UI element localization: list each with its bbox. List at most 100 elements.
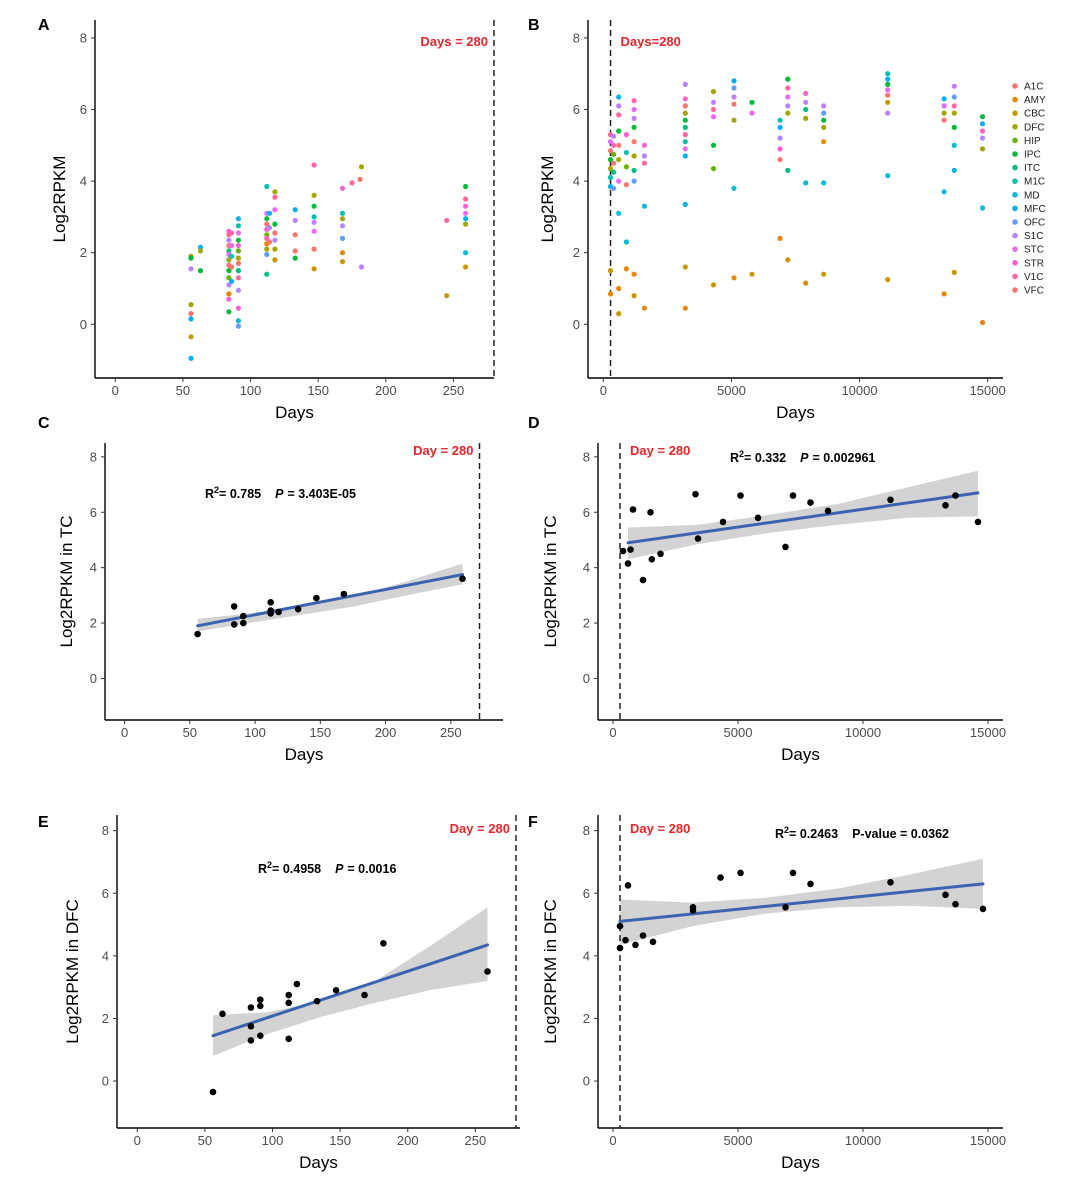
data-point xyxy=(267,607,275,614)
stat-annotation: R2= 0.2463 P-value = 0.0362 xyxy=(775,825,949,841)
data-point xyxy=(737,869,744,877)
data-point xyxy=(616,112,622,118)
x-tick-label: 15000 xyxy=(970,383,1006,398)
data-point xyxy=(235,248,241,254)
legend-label: STR xyxy=(1024,258,1044,269)
data-point xyxy=(782,543,789,551)
vline-label: Day = 280 xyxy=(413,443,473,458)
data-point xyxy=(682,305,688,311)
data-point xyxy=(623,132,630,138)
data-point xyxy=(219,1010,226,1018)
data-point xyxy=(266,210,273,216)
data-point xyxy=(692,490,699,498)
legend-marker xyxy=(1012,83,1018,89)
data-point xyxy=(821,180,827,186)
panel-label: F xyxy=(528,814,538,831)
data-point xyxy=(777,157,783,163)
y-axis-title: Log2RPKM in DFC xyxy=(541,899,560,1044)
data-point xyxy=(710,282,717,288)
p-value: P-value = 0.0362 xyxy=(852,827,949,841)
y-tick-label: 0 xyxy=(583,671,590,686)
x-tick-label: 250 xyxy=(443,383,465,398)
regression-line xyxy=(196,573,465,628)
y-tick-label: 8 xyxy=(102,823,109,838)
x-axis-title: Days xyxy=(781,745,820,764)
data-point xyxy=(226,237,232,243)
data-point xyxy=(292,248,298,254)
data-point xyxy=(188,302,194,308)
data-point xyxy=(257,1002,264,1010)
data-point xyxy=(623,239,630,245)
y-tick-label: 8 xyxy=(90,449,97,464)
data-point xyxy=(339,223,346,229)
data-point xyxy=(979,128,986,134)
data-point xyxy=(951,142,957,148)
y-tick-label: 2 xyxy=(102,1011,109,1026)
legend-label: A1C xyxy=(1024,82,1043,93)
data-point xyxy=(292,255,298,261)
data-point xyxy=(285,991,293,999)
data-point xyxy=(782,904,789,911)
data-point xyxy=(885,99,891,105)
data-point xyxy=(247,1004,255,1011)
x-tick-label: 0 xyxy=(121,725,128,740)
x-tick-label: 100 xyxy=(244,725,266,740)
data-point xyxy=(235,230,241,236)
data-point xyxy=(292,217,298,224)
data-point xyxy=(731,94,737,100)
x-tick-label: 50 xyxy=(198,1133,212,1148)
y-tick-label: 6 xyxy=(583,886,590,901)
legend-marker xyxy=(1012,205,1018,212)
legend-marker xyxy=(1012,260,1018,266)
data-point xyxy=(941,117,947,123)
panel-label: D xyxy=(528,415,540,432)
confidence-band xyxy=(197,563,463,632)
data-point xyxy=(731,101,737,107)
data-point xyxy=(226,275,232,281)
data-point xyxy=(607,157,614,163)
data-point xyxy=(463,250,469,256)
y-tick-label: 4 xyxy=(573,174,580,189)
y-axis-title: Log2RPKM in TC xyxy=(541,516,560,648)
data-point xyxy=(885,71,891,77)
data-point xyxy=(682,81,688,87)
data-point xyxy=(616,157,622,163)
x-tick-label: 15000 xyxy=(970,725,1006,740)
data-point xyxy=(463,221,469,227)
data-point xyxy=(979,121,986,127)
x-axis-title: Days xyxy=(781,1153,820,1172)
data-point xyxy=(339,259,346,265)
data-point xyxy=(749,99,755,105)
data-point xyxy=(710,166,717,172)
y-tick-label: 4 xyxy=(102,948,109,963)
y-tick-label: 0 xyxy=(90,671,97,686)
data-point xyxy=(294,605,302,613)
data-point xyxy=(622,936,629,944)
data-point xyxy=(616,94,622,100)
data-point xyxy=(694,535,702,542)
data-point xyxy=(235,318,241,324)
data-point xyxy=(266,239,273,245)
data-point xyxy=(619,547,627,555)
vline-label: Day = 280 xyxy=(630,443,690,458)
data-point xyxy=(607,166,614,172)
data-point xyxy=(197,248,204,254)
data-point xyxy=(803,280,809,286)
data-point xyxy=(616,142,622,148)
r2-value: = 0.785 xyxy=(219,487,261,501)
y-axis-title: Log2RPKM xyxy=(50,156,69,243)
panel-label: A xyxy=(38,17,50,34)
data-point xyxy=(951,94,957,100)
x-tick-label: 150 xyxy=(329,1133,351,1148)
data-point xyxy=(807,499,814,506)
legend-label: IPC xyxy=(1024,150,1041,161)
data-point xyxy=(194,630,201,638)
data-point xyxy=(979,205,986,211)
data-point xyxy=(264,235,270,241)
data-point xyxy=(235,275,241,281)
data-point xyxy=(257,996,264,1003)
panel-b: B 0 2 4 6 8 0 5000 10000 15000 Days Log2RPKM Days=28… xyxy=(528,17,1046,422)
data-point xyxy=(272,194,278,200)
data-point xyxy=(272,237,278,243)
y-tick-label: 2 xyxy=(583,1011,590,1026)
